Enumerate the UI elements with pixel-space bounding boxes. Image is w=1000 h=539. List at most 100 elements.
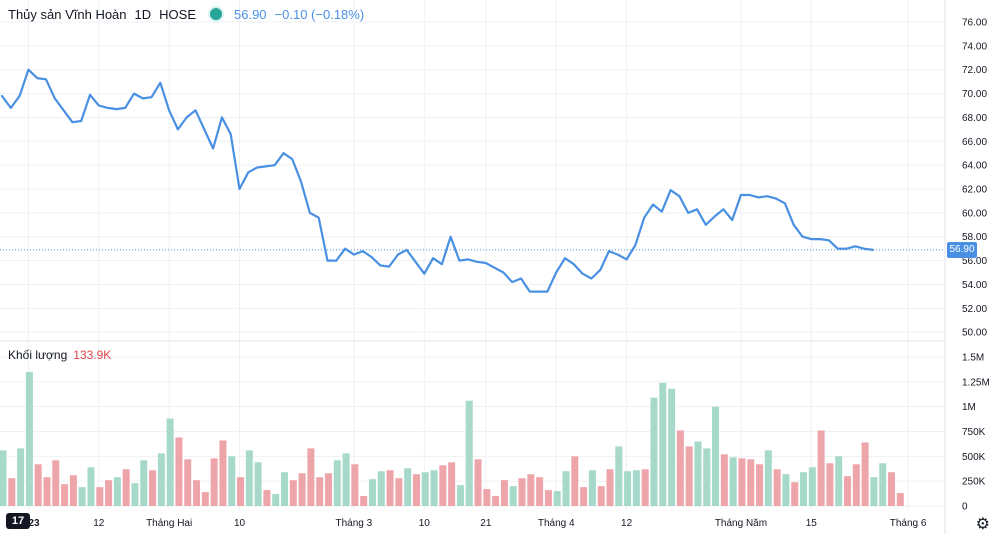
- volume-bar: [122, 469, 130, 506]
- volume-bar: [272, 494, 280, 506]
- volume-bar: [0, 450, 7, 506]
- volume-bar: [166, 418, 174, 506]
- volume-bar: [465, 400, 473, 506]
- volume-bars: [0, 371, 904, 506]
- volume-bar: [624, 471, 632, 506]
- volume-bar: [896, 493, 904, 506]
- price-tick-label: 58.00: [962, 232, 987, 243]
- volume-bar: [377, 471, 385, 506]
- volume-bar: [448, 462, 456, 506]
- x-tick-label: Tháng 4: [538, 518, 575, 529]
- volume-bar: [650, 397, 658, 506]
- exchange-label: HOSE: [159, 6, 196, 22]
- volume-tick-label: 750K: [962, 427, 986, 438]
- volume-bar: [395, 478, 403, 506]
- volume-bar: [175, 437, 183, 506]
- volume-bar: [439, 465, 447, 506]
- volume-bar: [782, 474, 790, 506]
- last-price: 56.90: [234, 6, 267, 22]
- volume-bar: [281, 472, 289, 506]
- price-tick-label: 76.00: [962, 18, 987, 29]
- volume-bar: [228, 456, 236, 506]
- volume-bar: [412, 474, 420, 506]
- symbol-legend: Thủy sản Vĩnh Hoàn 1D HOSE 56.90 −0.10 (…: [8, 6, 364, 22]
- gear-icon[interactable]: ⚙: [975, 516, 990, 533]
- volume-bar: [800, 472, 808, 506]
- volume-bar: [289, 480, 297, 506]
- volume-bar: [738, 458, 746, 506]
- volume-bar: [386, 470, 394, 506]
- volume-bar: [861, 442, 869, 506]
- volume-bar: [492, 496, 500, 506]
- price-tick-label: 70.00: [962, 89, 987, 100]
- volume-bar: [219, 440, 227, 506]
- symbol-name: Thủy sản Vĩnh Hoàn: [8, 6, 127, 22]
- last-price-tag: 56.90: [947, 241, 977, 258]
- volume-bar: [351, 464, 359, 506]
- volume-bar: [307, 448, 315, 506]
- volume-bar: [61, 484, 69, 506]
- volume-bar: [237, 477, 245, 506]
- volume-bar: [456, 485, 464, 506]
- volume-bar: [764, 450, 772, 506]
- volume-bar: [474, 459, 482, 506]
- volume-bar: [333, 460, 341, 506]
- volume-bar: [694, 441, 702, 506]
- volume-bar: [712, 406, 720, 506]
- volume-bar: [113, 477, 121, 506]
- x-tick-label: 12: [621, 518, 633, 529]
- volume-bar: [518, 478, 526, 506]
- volume-bar: [606, 469, 614, 506]
- volume-tick-label: 500K: [962, 452, 986, 463]
- volume-bar: [615, 446, 623, 506]
- tradingview-logo-icon[interactable]: 17: [6, 513, 30, 529]
- volume-bar: [835, 456, 843, 506]
- volume-bar: [52, 460, 60, 506]
- volume-bar: [324, 473, 332, 506]
- volume-bar: [553, 491, 561, 506]
- interval-label[interactable]: 1D: [134, 6, 152, 22]
- volume-bar: [544, 490, 552, 506]
- volume-bar: [78, 487, 86, 506]
- volume-bar: [157, 453, 165, 506]
- x-tick-label: 15: [806, 518, 818, 529]
- volume-bar: [703, 448, 711, 506]
- volume-bar: [870, 477, 878, 506]
- volume-bar: [562, 471, 570, 506]
- volume-bar: [421, 472, 429, 506]
- volume-bar: [844, 476, 852, 506]
- volume-bar: [298, 473, 306, 506]
- volume-bar: [668, 388, 676, 506]
- volume-bar: [720, 454, 728, 506]
- volume-tick-label: 1M: [962, 402, 976, 413]
- volume-bar: [527, 474, 535, 506]
- volume-bar: [509, 486, 517, 506]
- volume-bar: [17, 448, 25, 506]
- volume-bar: [140, 460, 148, 506]
- volume-bar: [588, 470, 596, 506]
- volume-bar: [201, 492, 209, 506]
- price-tick-label: 62.00: [962, 185, 987, 196]
- volume-tick-label: 250K: [962, 477, 986, 488]
- volume-bar: [879, 463, 887, 506]
- volume-bar: [659, 382, 667, 506]
- volume-bar: [8, 478, 16, 506]
- volume-bar: [131, 483, 139, 506]
- volume-bar: [632, 470, 640, 506]
- price-tick-label: 56.00: [962, 256, 987, 267]
- price-tick-label: 54.00: [962, 280, 987, 291]
- price-change: −0.10 (−0.18%): [274, 6, 365, 22]
- volume-bar: [105, 480, 113, 506]
- volume-bar: [193, 480, 201, 506]
- volume-bar: [430, 470, 438, 506]
- volume-bar: [210, 458, 218, 506]
- x-tick-label: Tháng Hai: [146, 518, 192, 529]
- volume-bar: [756, 464, 764, 506]
- volume-bar: [729, 457, 737, 506]
- volume-bar: [773, 469, 781, 506]
- price-tick-label: 52.00: [962, 304, 987, 315]
- market-status-icon: [208, 6, 224, 22]
- volume-bar: [43, 477, 51, 506]
